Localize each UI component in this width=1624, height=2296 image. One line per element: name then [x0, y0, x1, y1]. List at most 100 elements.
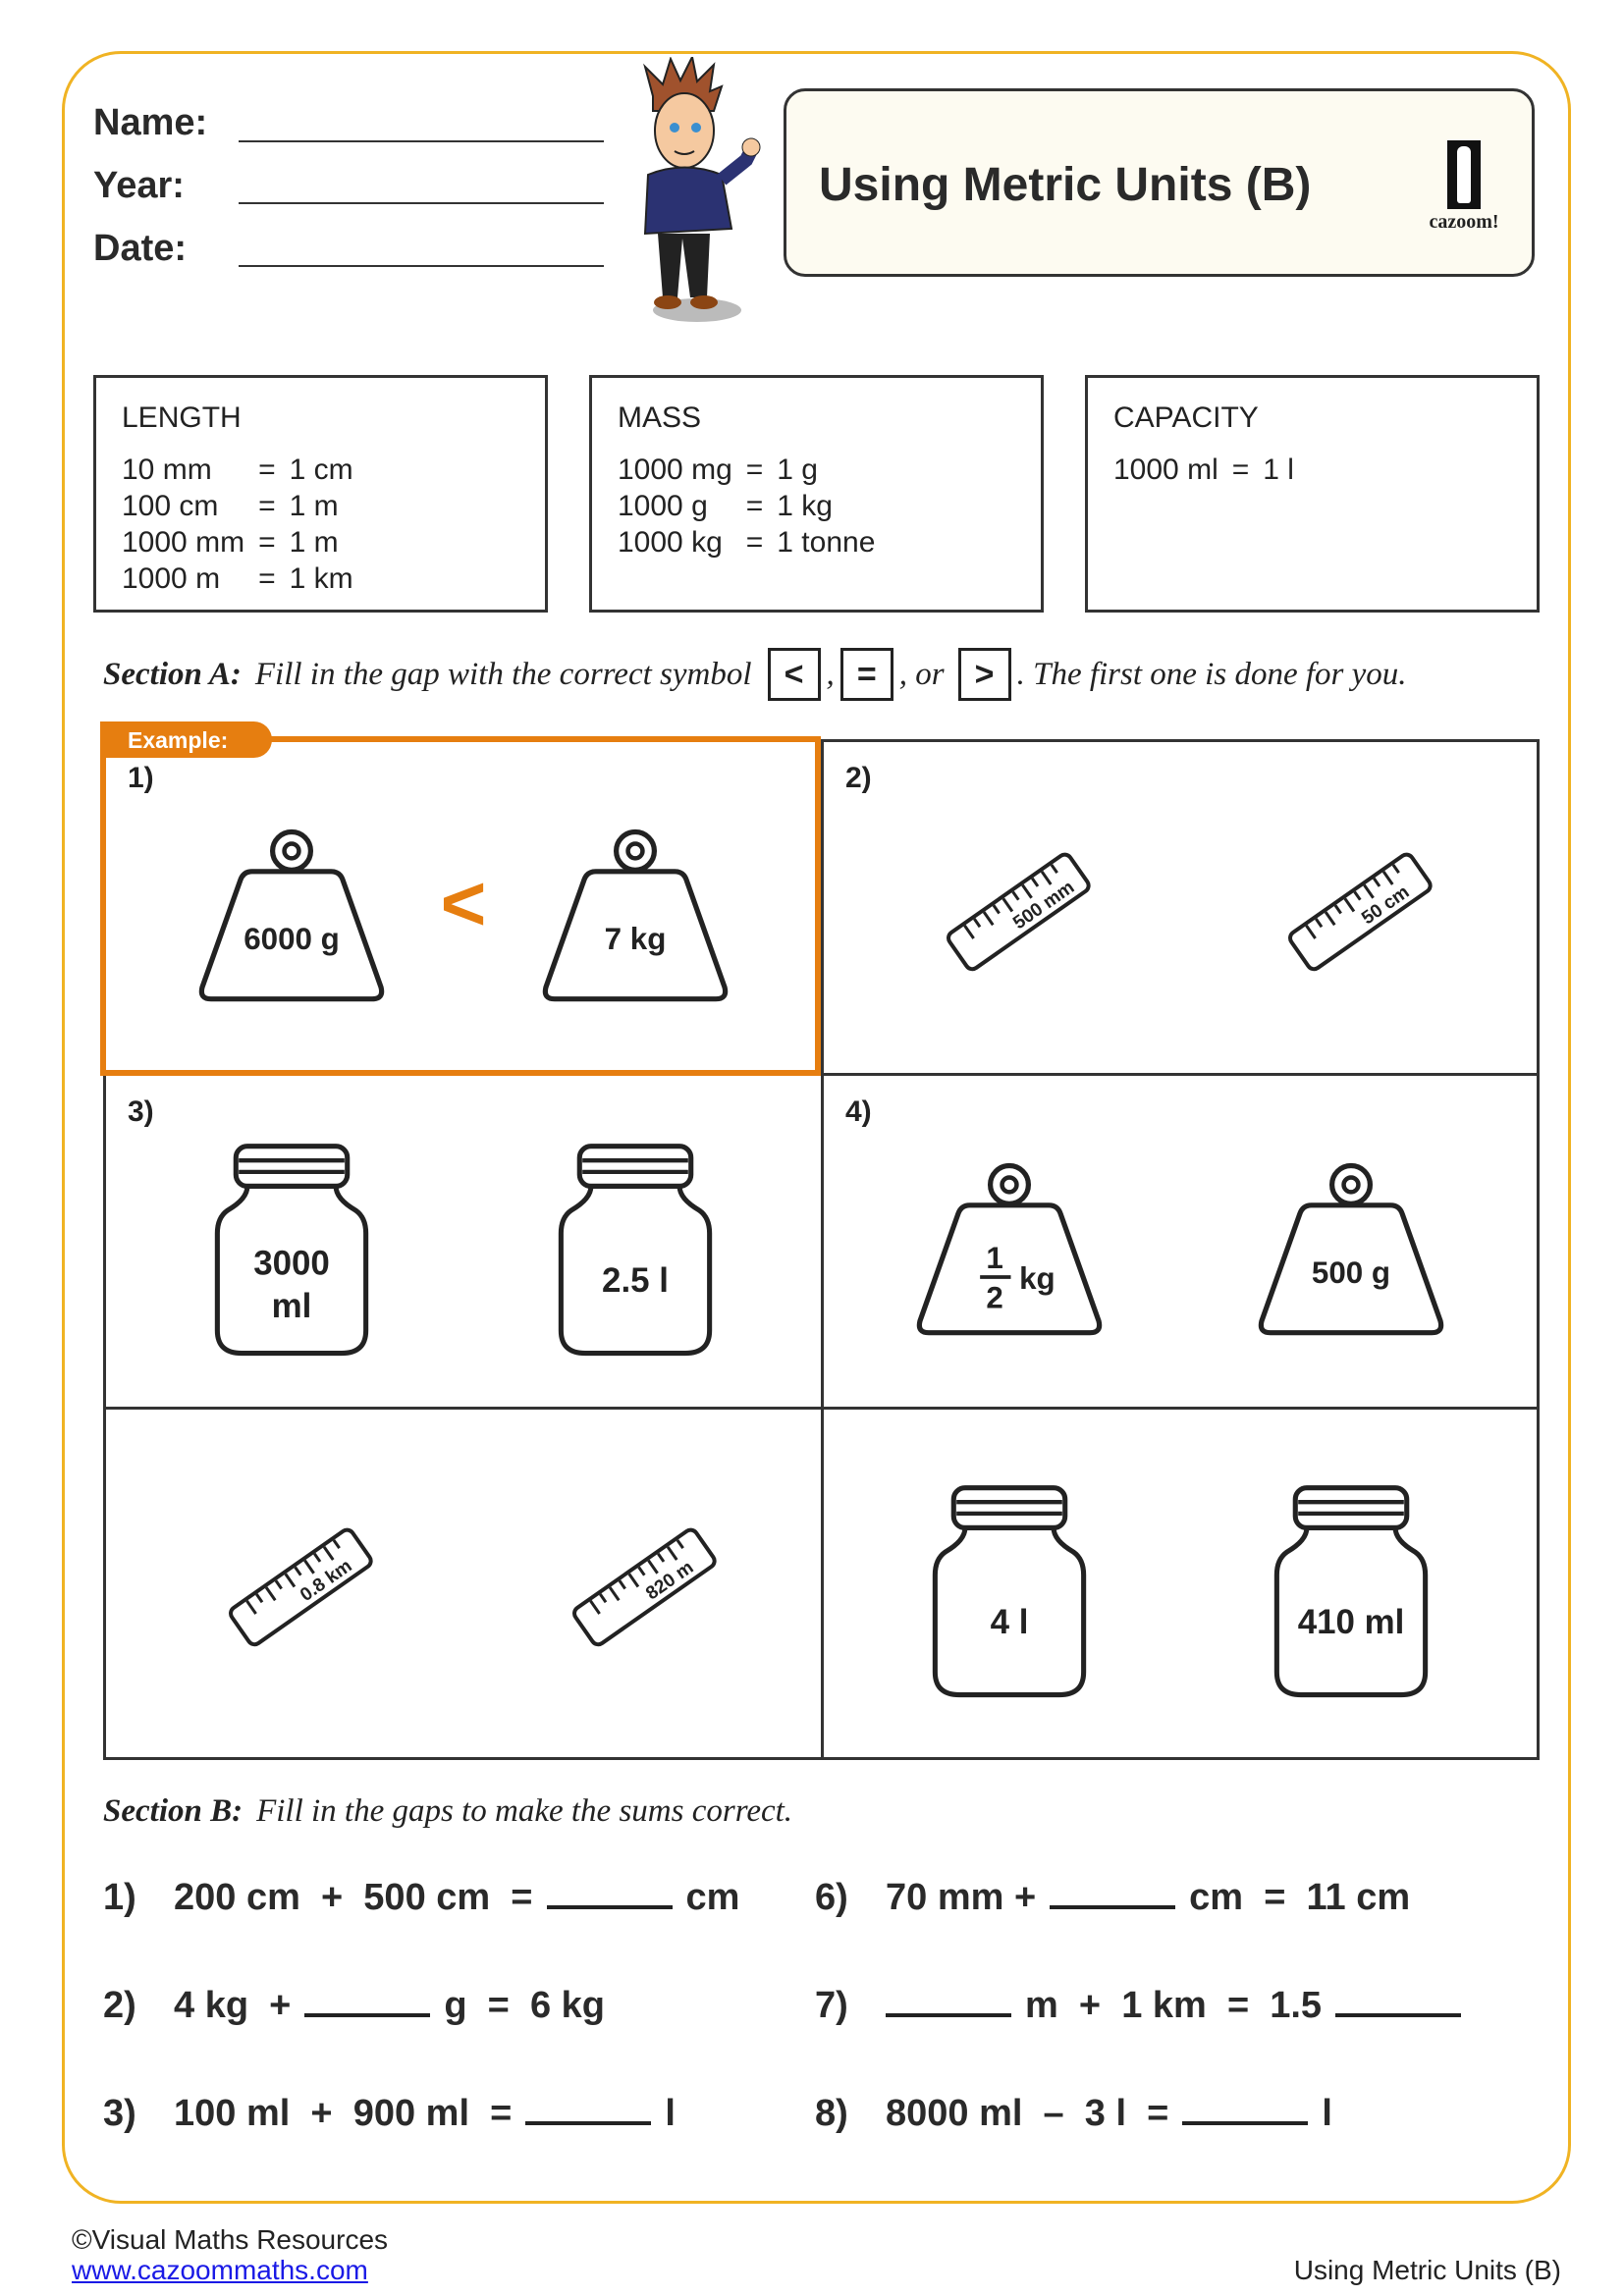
weight-label: 7 kg: [604, 921, 666, 955]
conversion-row: 100 cm = 1 m: [122, 488, 367, 524]
sum-text: l: [1322, 2093, 1332, 2134]
jar-icon: 410 ml: [1274, 1485, 1429, 1698]
weight-icon: 7 kg: [542, 828, 728, 1001]
footer-title: Using Metric Units (B): [1293, 2255, 1561, 2285]
ruler-icon: 820 m: [571, 1527, 717, 1647]
jar-icon: 3000 ml: [215, 1143, 369, 1356]
sum-text: 70 mm +: [886, 1877, 1037, 1918]
date-field[interactable]: [239, 265, 604, 267]
conversion-cell: 1000 ml: [1113, 454, 1218, 486]
less-than-symbol: <: [767, 648, 821, 701]
conversion-row: 1000 ml = 1 l: [1113, 452, 1308, 488]
conversion-cell: 1 g: [777, 454, 818, 486]
conversion-cell: 1 m: [289, 526, 339, 559]
conversion-cell: 100 cm: [122, 490, 219, 522]
fraction-denominator: 2: [986, 1280, 1002, 1314]
conversion-row: 1000 mg = 1 g: [618, 452, 889, 488]
sum-question: 3) 100 ml + 900 ml = l: [103, 2093, 676, 2135]
sum-text: m + 1 km = 1.5: [1025, 1985, 1323, 2026]
conversion-cell: =: [745, 490, 764, 522]
answer-blank[interactable]: [1182, 2096, 1309, 2125]
logo-text: cazoom!: [1429, 211, 1499, 233]
page-border: [62, 51, 1571, 2204]
weight-label: 500 g: [1312, 1255, 1390, 1289]
sum-question: 1) 200 cm + 500 cm = cm: [103, 1877, 739, 1919]
reference-heading: MASS: [618, 401, 702, 434]
question-cell: 4 l 410 ml: [824, 1410, 1537, 1757]
name-label: Name:: [93, 102, 208, 143]
jar-label-unit: ml: [272, 1287, 312, 1325]
conversion-cell: 1 m: [289, 490, 339, 522]
weight-icon: 1 2 kg: [916, 1162, 1102, 1335]
answer-blank[interactable]: [525, 2096, 652, 2125]
answer-blank[interactable]: [546, 1880, 673, 1909]
sum-text: cm = 11 cm: [1189, 1877, 1411, 1918]
answer-blank[interactable]: [1335, 1988, 1462, 2017]
weight-icon: 6000 g: [199, 828, 385, 1001]
sum-question: 8) 8000 ml – 3 l = l: [815, 2093, 1332, 2135]
year-label: Year:: [93, 165, 185, 206]
conversion-cell: =: [258, 526, 276, 559]
question-number: 3): [103, 2093, 136, 2134]
reference-heading: CAPACITY: [1113, 401, 1259, 434]
conversion-cell: 1000 g: [618, 490, 708, 522]
conversion-row: 1000 kg = 1 tonne: [618, 524, 889, 561]
reference-box-mass: MASS 1000 mg = 1 g 1000 g = 1 kg 1000 kg = 1 tonn…: [589, 375, 1044, 613]
jar-icon: 2.5 l: [558, 1143, 712, 1356]
conversion-cell: =: [258, 562, 276, 595]
section-a-instruction: Section A: Fill in the gap with the corr…: [103, 648, 1407, 701]
conversion-row: 1000 g = 1 kg: [618, 488, 889, 524]
reference-box-capacity: CAPACITY 1000 ml = 1 l: [1085, 375, 1540, 613]
answer-gap[interactable]: <: [440, 858, 487, 946]
section-a-label: Section A:: [103, 656, 242, 692]
section-b-instruction: Section B: Fill in the gaps to make the s…: [103, 1793, 792, 1830]
copyright: ©Visual Maths Resources: [72, 2224, 389, 2255]
answer-blank[interactable]: [1050, 1880, 1176, 1909]
separator: , or: [898, 656, 945, 692]
jar-label: 3000: [253, 1244, 330, 1282]
sum-text: cm: [685, 1877, 740, 1918]
year-field[interactable]: [239, 202, 604, 204]
date-label: Date:: [93, 228, 188, 269]
question-number: 1): [128, 762, 154, 794]
weight-icon: 500 g: [1259, 1162, 1444, 1335]
conversion-row: 1000 m = 1 km: [122, 561, 367, 597]
question-number: 8): [815, 2093, 848, 2134]
question-cell: 0.8 km 820 m: [106, 1410, 824, 1757]
name-field[interactable]: [239, 140, 604, 142]
unit-label: kg: [1019, 1260, 1056, 1295]
conversion-cell: =: [745, 526, 764, 559]
question-number: 4): [845, 1095, 872, 1128]
answer-blank[interactable]: [886, 1988, 1011, 2017]
reference-heading: LENGTH: [122, 401, 242, 434]
answer-blank[interactable]: [304, 1988, 431, 2017]
question-number: 7): [815, 1985, 848, 2026]
separator: ,: [826, 656, 835, 692]
greater-than-symbol: >: [957, 648, 1011, 701]
conversion-cell: 1000 m: [122, 562, 221, 595]
conversion-cell: 1 cm: [289, 454, 353, 486]
sum-text: g = 6 kg: [444, 1985, 606, 2026]
website-link[interactable]: www.cazoommaths.com: [72, 2255, 368, 2285]
conversion-cell: 1000 mm: [122, 526, 245, 559]
sum-text: l: [665, 2093, 676, 2134]
jar-label: 410 ml: [1298, 1603, 1405, 1641]
question-cell: 3) 3000 ml 2.5 l: [106, 1076, 824, 1410]
conversion-cell: 1000 kg: [618, 526, 723, 559]
sum-question: 7) m + 1 km = 1.5: [815, 1985, 1462, 2027]
ruler-icon: 500 mm: [946, 852, 1091, 971]
weight-label: 6000 g: [244, 921, 340, 955]
conversion-cell: 1000 mg: [618, 454, 732, 486]
equals-symbol: =: [839, 648, 893, 701]
section-b-label: Section B:: [103, 1793, 244, 1829]
conversion-cell: =: [1231, 454, 1250, 486]
section-a-text: Fill in the gap with the correct symbol: [254, 656, 752, 692]
sum-text: 100 ml + 900 ml =: [174, 2093, 513, 2134]
title-box: Using Metric Units (B) cazoom!: [784, 88, 1535, 277]
jar-icon: 4 l: [932, 1485, 1086, 1698]
question-number: 2): [845, 762, 872, 794]
sum-text: 4 kg +: [174, 1985, 292, 2026]
comparison-grid: 1) 6000 g <7 kg 2) 500 mm 50 cm 3) 3000 ml 2.5 l 4…: [103, 739, 1540, 1760]
reference-box-length: LENGTH 10 mm = 1 cm 100 cm = 1 m 1000 mm = 1 m 100…: [93, 375, 548, 613]
question-number: 3): [128, 1095, 154, 1128]
